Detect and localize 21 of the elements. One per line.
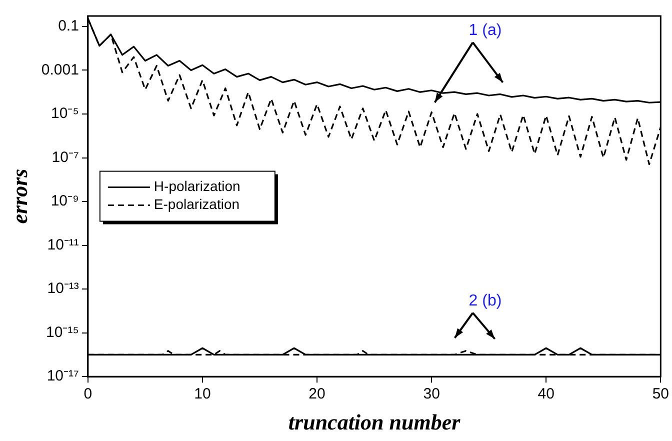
annotation: 2 (b) — [468, 292, 502, 310]
y-tick-label: 10⁻¹⁷ — [46, 368, 79, 385]
y-tick-label: 10⁻⁵ — [51, 105, 79, 122]
legend-label: E-polarization — [154, 196, 240, 212]
y-tick-label: 10⁻¹³ — [47, 280, 79, 298]
x-tick-label: 40 — [538, 386, 554, 403]
x-tick-label: 10 — [194, 386, 211, 403]
x-axis-title: truncation number — [288, 409, 461, 434]
y-tick-label: 10⁻⁷ — [52, 148, 79, 166]
y-axis-title: errors — [6, 168, 32, 224]
annotation: 1 (a) — [468, 22, 502, 39]
y-tick-label: 10⁻⁹ — [50, 192, 79, 210]
y-tick-label: 10⁻¹⁵ — [46, 324, 79, 341]
x-tick-label: 20 — [308, 386, 326, 403]
legend-label: H-polarization — [154, 178, 240, 194]
y-tick-label: 0.001 — [41, 61, 79, 78]
y-tick-label: 0.1 — [58, 18, 79, 35]
y-tick-label: 10⁻¹¹ — [47, 236, 79, 254]
x-tick-label: 30 — [423, 386, 440, 403]
x-tick-label: 0 — [84, 386, 92, 403]
x-tick-label: 50 — [652, 386, 669, 403]
